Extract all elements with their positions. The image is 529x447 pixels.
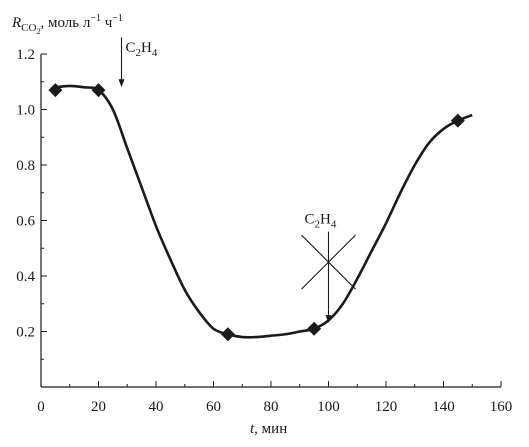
y-tick-label: 0.8 xyxy=(16,158,35,174)
y-axis-unit-3: ч xyxy=(101,15,113,31)
x-axis-unit: , мин xyxy=(254,421,287,437)
x-tick-label: 20 xyxy=(91,399,106,415)
annotation-arrowhead xyxy=(325,315,332,324)
data-point-diamond xyxy=(307,321,322,336)
x-tick-label: 160 xyxy=(490,399,513,415)
y-tick-label: 0.4 xyxy=(16,269,35,285)
y-axis-title: RCO2, моль л−1 ч−1 xyxy=(11,13,123,36)
x-tick-label: 60 xyxy=(206,399,221,415)
x-tick-label: 80 xyxy=(264,399,279,415)
x-axis-title: t, мин xyxy=(250,421,287,437)
y-tick-label: 0.2 xyxy=(16,325,35,341)
annotation-label: C2H4 xyxy=(305,212,337,231)
series-line xyxy=(55,84,473,339)
y-tick-label: 1.0 xyxy=(16,103,35,119)
y-axis-symbol: R xyxy=(11,15,21,31)
x-tick-label: 0 xyxy=(37,399,45,415)
y-axis-subscript: CO xyxy=(21,22,36,34)
x-tick-label: 140 xyxy=(432,399,455,415)
data-point-diamond xyxy=(91,83,106,98)
y-axis-unit-4: −1 xyxy=(112,13,123,24)
annotation-label: C2H4 xyxy=(126,40,158,59)
x-tick-label: 40 xyxy=(149,399,164,415)
data-point-diamond xyxy=(48,83,63,98)
svg-text:t, мин: t, мин xyxy=(250,421,287,437)
y-tick-label: 0.6 xyxy=(16,214,35,230)
y-axis-subsubscript: 2 xyxy=(36,27,40,36)
annotation-cross-line xyxy=(301,234,356,290)
y-axis-unit-1: , моль л xyxy=(40,15,90,31)
x-axis-symbol: t xyxy=(250,421,255,437)
y-axis-unit-2: −1 xyxy=(90,13,101,24)
data-point-diamond xyxy=(450,113,465,128)
x-tick-label: 120 xyxy=(375,399,398,415)
annotation-arrowhead xyxy=(118,79,125,88)
data-point-diamond xyxy=(220,327,235,342)
y-tick-label: 1.2 xyxy=(16,47,35,63)
x-tick-label: 100 xyxy=(317,399,340,415)
svg-text:RCO2, моль л−1 ч−1: RCO2, моль л−1 ч−1 xyxy=(11,13,123,36)
